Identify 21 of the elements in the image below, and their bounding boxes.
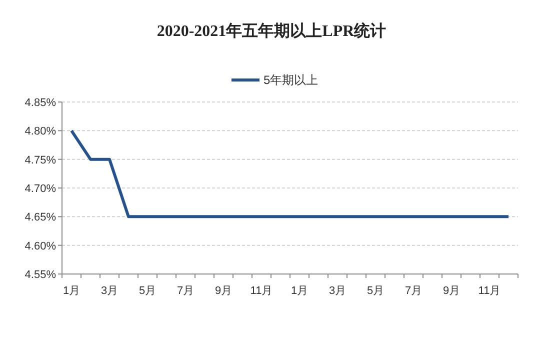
- x-tick-label: 3月: [328, 285, 346, 297]
- y-tick-label: 4.60%: [24, 240, 56, 252]
- x-tick-label: 3月: [100, 285, 118, 297]
- legend-label: 5年期以上: [264, 73, 318, 87]
- y-tick-label: 4.85%: [24, 97, 56, 109]
- x-tick-label: 9月: [442, 285, 460, 297]
- x-tick-label: 5月: [138, 285, 156, 297]
- y-tick-label: 4.70%: [24, 183, 56, 195]
- x-tick-label: 1月: [62, 285, 80, 297]
- x-tick-label: 11月: [478, 285, 501, 297]
- y-tick-label: 4.80%: [24, 126, 56, 138]
- y-tick-label: 4.65%: [24, 212, 56, 224]
- x-tick-label: 5月: [366, 285, 384, 297]
- x-tick-label: 11月: [250, 285, 273, 297]
- x-tick-label: 1月: [290, 285, 308, 297]
- y-tick-label: 4.75%: [24, 154, 56, 166]
- x-tick-label: 9月: [214, 285, 232, 297]
- y-tick-label: 4.55%: [24, 269, 56, 281]
- chart-title: 2020-2021年五年期以上LPR统计: [156, 22, 386, 40]
- x-tick-label: 7月: [404, 285, 422, 297]
- x-tick-label: 7月: [176, 285, 194, 297]
